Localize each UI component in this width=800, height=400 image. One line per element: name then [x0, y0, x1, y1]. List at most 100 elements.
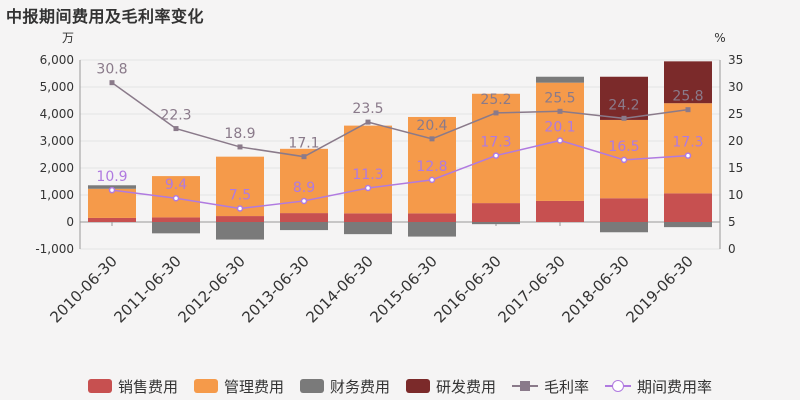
bar-财务费用: [344, 222, 392, 235]
bar-管理费用: [344, 125, 392, 214]
data-label-毛利率: 30.8: [96, 62, 127, 78]
legend-label: 研发费用: [436, 377, 497, 396]
legend-label: 期间费用率: [637, 377, 713, 396]
x-tick-label: 2017-06-30: [494, 252, 568, 326]
legend-label: 销售费用: [117, 377, 178, 396]
data-label-毛利率: 25.2: [480, 92, 511, 108]
bar-财务费用: [536, 76, 584, 83]
data-label-期间费用率: 12.8: [416, 159, 447, 175]
point-毛利率: [237, 144, 243, 150]
legend-swatch: [193, 379, 218, 393]
y-right-tick-label: 15: [728, 161, 743, 175]
y-right-tick-label: 10: [728, 188, 743, 202]
data-label-毛利率: 25.5: [544, 90, 575, 106]
point-期间费用率: [684, 152, 692, 159]
point-毛利率: [109, 80, 115, 86]
point-毛利率: [621, 115, 627, 121]
data-label-期间费用率: 10.9: [96, 169, 127, 185]
bar-财务费用: [408, 222, 456, 237]
bar-财务费用: [216, 222, 264, 240]
y-right-tick-label: 25: [728, 107, 743, 121]
bar-销售费用: [472, 203, 520, 222]
bar-销售费用: [600, 198, 648, 222]
data-label-期间费用率: 16.5: [608, 139, 639, 155]
data-label-期间费用率: 8.9: [293, 180, 315, 196]
point-期间费用率: [556, 137, 564, 144]
legend: 销售费用 管理费用 财务费用 研发费用 毛利率 期间费用率: [0, 374, 800, 398]
data-label-期间费用率: 11.3: [352, 167, 383, 183]
y-right-tick-label: 0: [728, 242, 736, 256]
data-label-期间费用率: 9.4: [165, 177, 187, 193]
bar-销售费用: [664, 193, 712, 222]
point-期间费用率: [172, 194, 180, 202]
y-left-tick-label: 5,000: [40, 80, 74, 94]
legend-swatch: [87, 379, 112, 393]
legend-swatch: [299, 379, 324, 393]
legend-item[interactable]: 期间费用率: [605, 376, 712, 397]
y-right-tick-label: 20: [728, 134, 743, 148]
x-tick-label: 2014-06-30: [302, 252, 376, 326]
bar-财务费用: [152, 222, 200, 234]
bar-销售费用: [536, 200, 584, 222]
bar-销售费用: [152, 217, 200, 222]
chart-plot: -1,000 0 1,000 2,000 3,000 4,000 5,000 6,000 万 0 5…: [35, 31, 743, 326]
x-tick-label: 2010-06-30: [46, 252, 120, 326]
x-tick-label: 2012-06-30: [174, 252, 248, 326]
bar-销售费用: [280, 213, 328, 222]
point-期间费用率: [428, 176, 436, 184]
legend-item[interactable]: 毛利率: [512, 376, 589, 397]
bar-管理费用: [664, 103, 712, 194]
legend-swatch: [512, 379, 539, 393]
point-毛利率: [557, 108, 563, 114]
legend-item[interactable]: 财务费用: [299, 376, 390, 397]
lines: [108, 80, 692, 212]
x-tick-label: 2018-06-30: [558, 252, 632, 326]
legend-swatch: [406, 379, 430, 393]
data-label-期间费用率: 20.1: [544, 119, 575, 135]
data-label-毛利率: 18.9: [224, 126, 255, 142]
data-label-毛利率: 25.8: [672, 89, 703, 105]
y-left-tick-label: -1,000: [35, 242, 74, 256]
bar-财务费用: [280, 222, 328, 231]
data-label-毛利率: 20.4: [416, 118, 447, 134]
line-期间费用率: [111, 139, 689, 210]
legend-label: 管理费用: [223, 377, 284, 396]
bar-销售费用: [216, 216, 264, 222]
y-left-unit: 万: [62, 31, 74, 45]
bar-销售费用: [344, 213, 392, 222]
point-期间费用率: [492, 152, 500, 159]
legend-label: 毛利率: [544, 377, 590, 396]
legend-item[interactable]: 销售费用: [87, 376, 178, 397]
x-tick-label: 2015-06-30: [366, 252, 440, 326]
bar-财务费用: [472, 222, 520, 225]
bar-销售费用: [408, 213, 456, 222]
y-right-tick-label: 5: [728, 215, 736, 229]
data-labels: 30.8 22.3 18.9 17.1 23.5 20.4 25.2 25.5 24.2 25.8…: [96, 62, 703, 204]
legend-item[interactable]: 研发费用: [406, 376, 496, 397]
legend-item[interactable]: 管理费用: [193, 376, 284, 397]
x-tick-label: 2011-06-30: [110, 252, 184, 326]
bar-财务费用: [600, 222, 648, 233]
point-期间费用率: [108, 186, 116, 194]
bar-财务费用: [664, 222, 712, 228]
y-left-tick-label: 0: [66, 215, 74, 229]
line-毛利率: [111, 82, 689, 158]
y-right-tick-label: 30: [728, 80, 743, 94]
legend-swatch: [605, 379, 632, 393]
point-毛利率: [173, 126, 179, 132]
data-label-毛利率: 17.1: [288, 136, 319, 152]
x-tick-label: 2019-06-30: [622, 252, 696, 326]
point-毛利率: [493, 110, 499, 116]
y-left-tick-label: 2,000: [40, 161, 74, 175]
data-label-期间费用率: 17.3: [672, 135, 703, 151]
point-期间费用率: [300, 197, 308, 205]
bar-研发费用: [664, 61, 712, 104]
y-right-unit: %: [714, 31, 725, 45]
y-left-tick-label: 3,000: [40, 134, 74, 148]
point-毛利率: [365, 119, 371, 125]
chart-title: 中报期间费用及毛利率变化: [6, 7, 205, 26]
point-毛利率: [429, 136, 435, 142]
y-right-tick-label: 35: [728, 53, 743, 67]
point-毛利率: [685, 107, 691, 113]
point-期间费用率: [236, 205, 244, 212]
